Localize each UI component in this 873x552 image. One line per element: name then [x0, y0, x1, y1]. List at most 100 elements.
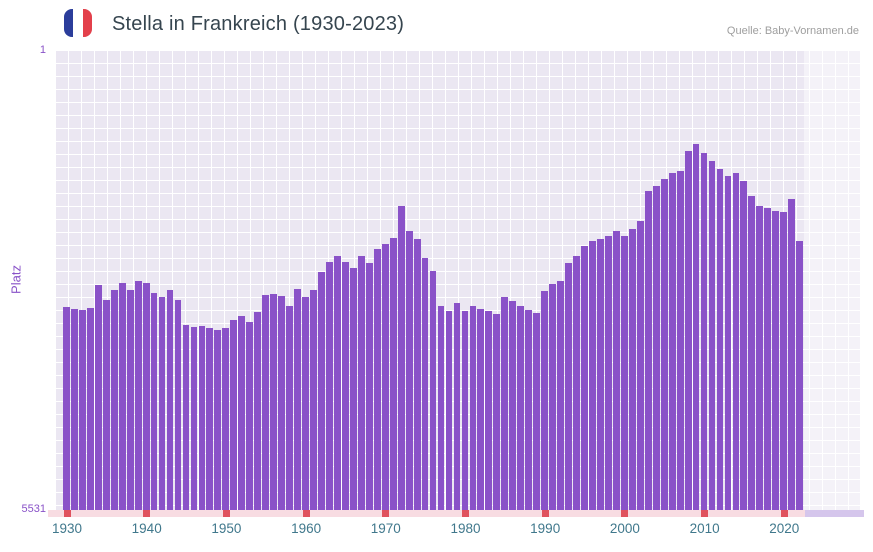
bar-1982[interactable] [477, 308, 485, 510]
bar-1943[interactable] [166, 290, 174, 510]
bar-1950[interactable] [222, 327, 230, 510]
bar-2022[interactable] [796, 241, 804, 510]
bar-2017[interactable] [756, 206, 764, 510]
bar-1954[interactable] [254, 311, 262, 510]
flag-white-stripe [73, 9, 83, 37]
bar-1992[interactable] [557, 281, 564, 510]
decade-tick-mark-2000 [621, 510, 629, 517]
bar-1952[interactable] [238, 316, 246, 510]
bar-1936[interactable] [110, 290, 118, 510]
bar-1930[interactable] [63, 307, 70, 510]
bar-2021[interactable] [788, 198, 796, 510]
bar-2003[interactable] [644, 191, 652, 510]
bar-1970[interactable] [381, 243, 389, 510]
bar-1995[interactable] [581, 246, 588, 510]
bar-1981[interactable] [469, 306, 477, 510]
bar-1980[interactable] [461, 311, 469, 510]
bar-1973[interactable] [405, 231, 413, 510]
bar-1940[interactable] [142, 282, 150, 510]
bar-1972[interactable] [397, 206, 405, 510]
bar-1985[interactable] [501, 297, 509, 510]
bar-2012[interactable] [716, 168, 724, 510]
bar-1979[interactable] [453, 302, 461, 510]
bar-1948[interactable] [206, 327, 214, 510]
bar-2010[interactable] [700, 153, 708, 510]
bar-1942[interactable] [158, 297, 166, 510]
x-tick-label-1990: 1990 [530, 521, 561, 536]
bar-1934[interactable] [94, 285, 102, 510]
bar-1975[interactable] [421, 257, 429, 510]
bar-1969[interactable] [373, 248, 381, 510]
bar-2007[interactable] [676, 171, 684, 510]
bar-1964[interactable] [334, 256, 341, 510]
bar-1962[interactable] [318, 272, 325, 510]
bar-1935[interactable] [102, 300, 110, 510]
bar-1955[interactable] [262, 295, 270, 510]
bar-1946[interactable] [190, 326, 198, 510]
x-axis-labels: 1930 1940 1950 1960 1970 1980 1990 2000 2010 2020 [52, 521, 860, 541]
axis-strip-end [805, 510, 864, 517]
bar-1939[interactable] [134, 281, 142, 510]
bar-1963[interactable] [326, 262, 333, 510]
bar-2005[interactable] [660, 178, 668, 510]
bar-1938[interactable] [126, 290, 134, 510]
bar-2011[interactable] [708, 161, 716, 510]
bar-1987[interactable] [517, 306, 525, 510]
bar-1961[interactable] [310, 290, 317, 510]
bar-2020[interactable] [780, 212, 788, 510]
bar-2019[interactable] [772, 210, 780, 510]
bar-1956[interactable] [270, 293, 278, 510]
bar-1997[interactable] [597, 238, 604, 510]
bar-1953[interactable] [246, 321, 254, 510]
bar-1983[interactable] [485, 311, 493, 510]
bar-2004[interactable] [652, 186, 660, 510]
decade-tick-mark-1930 [63, 510, 71, 517]
bar-2016[interactable] [748, 196, 756, 510]
bar-1998[interactable] [605, 236, 612, 510]
bar-1999[interactable] [612, 231, 620, 510]
bar-1991[interactable] [549, 283, 557, 510]
bar-1966[interactable] [349, 267, 357, 510]
bar-1958[interactable] [286, 306, 293, 510]
bar-1944[interactable] [174, 300, 182, 510]
bar-1933[interactable] [86, 307, 94, 510]
bar-1989[interactable] [533, 312, 541, 510]
bar-2009[interactable] [692, 143, 700, 510]
bar-1977[interactable] [437, 306, 445, 510]
bar-1996[interactable] [589, 241, 596, 510]
bar-1945[interactable] [182, 325, 190, 510]
bar-1976[interactable] [429, 271, 437, 510]
bar-1967[interactable] [357, 256, 365, 510]
bar-1978[interactable] [445, 311, 453, 510]
x-tick-label-2020: 2020 [769, 521, 800, 536]
bar-1974[interactable] [413, 238, 421, 510]
bar-1957[interactable] [278, 296, 286, 510]
bar-1965[interactable] [341, 262, 349, 510]
bar-1960[interactable] [302, 297, 309, 510]
bar-2002[interactable] [636, 221, 644, 510]
bar-1937[interactable] [118, 282, 126, 510]
bar-1968[interactable] [365, 262, 373, 510]
bar-2000[interactable] [620, 236, 628, 510]
bar-1984[interactable] [493, 313, 501, 510]
bar-1932[interactable] [78, 310, 86, 510]
bar-1947[interactable] [198, 326, 206, 510]
bar-1941[interactable] [150, 292, 158, 510]
bar-2018[interactable] [764, 208, 772, 510]
bar-1988[interactable] [525, 310, 533, 510]
bar-1951[interactable] [230, 320, 238, 510]
bar-2006[interactable] [668, 173, 676, 510]
bar-2008[interactable] [684, 151, 692, 510]
bar-1986[interactable] [509, 301, 517, 510]
bar-1959[interactable] [294, 288, 301, 510]
bar-1971[interactable] [389, 237, 397, 510]
bar-2013[interactable] [724, 176, 732, 510]
bar-1949[interactable] [214, 330, 222, 510]
bar-2014[interactable] [732, 173, 740, 510]
bar-2015[interactable] [740, 181, 748, 510]
bar-1994[interactable] [573, 256, 580, 510]
bar-1931[interactable] [70, 308, 78, 510]
bar-1990[interactable] [541, 291, 549, 510]
bar-1993[interactable] [565, 262, 572, 510]
bar-2001[interactable] [628, 228, 636, 510]
